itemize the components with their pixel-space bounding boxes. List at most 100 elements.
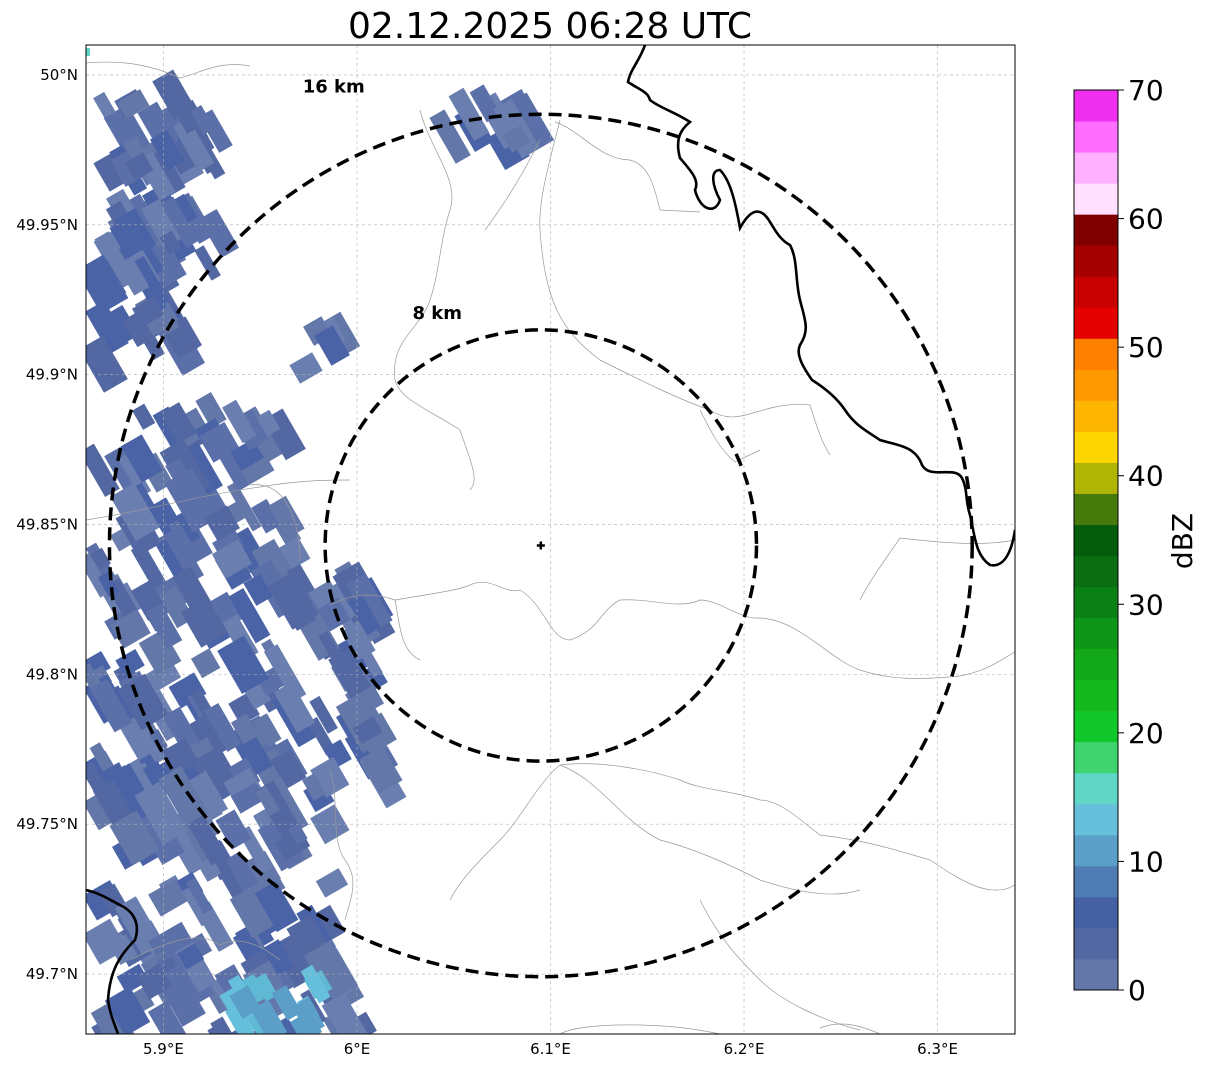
echo-cell: [308, 580, 340, 610]
colorbar-tick-label: 20: [1128, 717, 1164, 750]
echo-cell: [352, 716, 383, 744]
echo-cell: [116, 963, 149, 994]
colorbar-swatch: [1074, 524, 1118, 557]
echo-cell: [183, 808, 228, 866]
country-border: [86, 45, 1015, 1034]
echo-cell: [268, 495, 305, 539]
range-ring-16km: [107, 112, 974, 979]
colorbar-swatch: [1074, 865, 1118, 898]
echo-cell: [318, 631, 347, 671]
echo-cell: [131, 296, 164, 328]
colorbar-label: dBZ: [1166, 513, 1199, 569]
country-border-line: [86, 888, 139, 1034]
echo-cell: [185, 877, 213, 915]
echo-cell: [125, 152, 154, 181]
echo-cell: [194, 245, 221, 281]
colorbar-swatch: [1074, 462, 1118, 494]
colorbar: 0 10 20 30 40 50 60 70 dBZ: [1073, 74, 1199, 1007]
echo-cell: [86, 335, 128, 393]
echo-cell: [300, 964, 331, 1004]
echo-cell: [110, 528, 132, 552]
echo-cell: [97, 571, 120, 598]
latitude-ticks: 50°N 49.95°N 49.9°N 49.85°N 49.8°N 49.75°N 49.…: [16, 66, 78, 983]
admin-border: [449, 764, 561, 901]
colorbar-swatch: [1074, 214, 1118, 246]
country-border-line: [626, 45, 1015, 567]
echo-cell: [176, 510, 201, 543]
echo-cell: [211, 539, 253, 579]
echo-cell: [253, 713, 282, 747]
map-area: 8 km 16 km 5.9°E 6°E 6.1°E 6.2°E 6.3°E 50°N 49…: [16, 44, 1016, 1058]
echo-cell: [86, 792, 117, 831]
colorbar-ticks: 0 10 20 30 40 50 60 70: [1118, 74, 1164, 1007]
lat-tick-label: 50°N: [40, 66, 78, 84]
colorbar-swatch: [1074, 555, 1118, 588]
lon-tick-label: 6.2°E: [724, 1040, 765, 1058]
echo-cell: [290, 1015, 312, 1034]
echo-cell: [134, 255, 170, 307]
colorbar-swatch: [1074, 431, 1118, 463]
echo-cell: [321, 992, 373, 1034]
echo-cell: [263, 644, 307, 702]
echo-cell: [171, 566, 212, 614]
lon-tick-label: 6°E: [344, 1040, 371, 1058]
echo-cell: [86, 918, 128, 965]
echo-cell: [255, 785, 280, 817]
colorbar-tick-label: 60: [1128, 203, 1164, 236]
admin-border: [539, 119, 561, 231]
echo-cell: [250, 999, 288, 1034]
echo-cell: [86, 254, 129, 314]
echo-cell: [144, 659, 182, 693]
echo-cell: [152, 69, 196, 120]
echo-cell: [314, 325, 350, 366]
admin-border: [394, 599, 421, 661]
echo-cell: [150, 129, 185, 171]
echo-cell: [158, 765, 209, 826]
echo-cell: [209, 591, 240, 623]
colorbar-swatch: [1074, 493, 1118, 525]
radar-echoes: [86, 48, 555, 1034]
echo-cell: [136, 963, 173, 1000]
echo-cell: [145, 240, 187, 288]
echo-cell: [270, 749, 307, 789]
echo-cell: [115, 648, 145, 677]
lat-tick-label: 49.95°N: [16, 216, 78, 234]
echo-cell: [148, 879, 188, 917]
lat-tick-label: 49.85°N: [16, 516, 78, 534]
colorbar-swatch: [1074, 896, 1118, 929]
echo-cell: [176, 108, 199, 134]
colorbar-swatch: [1074, 307, 1118, 339]
admin-border: [329, 769, 354, 921]
colorbar-swatch: [1074, 679, 1118, 712]
echo-cell: [90, 547, 112, 571]
echo-cell: [91, 1021, 120, 1034]
echo-cell: [240, 973, 268, 1005]
echo-cell: [251, 538, 294, 586]
echo-cell: [132, 403, 156, 430]
admin-borders: [86, 61, 1015, 1034]
range-ring-label: 16 km: [303, 77, 365, 98]
range-ring-label: 8 km: [413, 303, 463, 324]
echo-cell: [301, 773, 326, 801]
echo-cell: [159, 230, 182, 255]
map-title: 02.12.2025 06:28 UTC: [348, 6, 752, 47]
echo-cell: [230, 713, 260, 745]
echo-cell: [469, 84, 501, 123]
echo-cell: [190, 648, 221, 679]
admin-border: [539, 229, 831, 456]
colorbar-swatch: [1074, 803, 1118, 836]
colorbar-tick-label: 50: [1128, 331, 1164, 364]
echo-cell: [310, 804, 350, 845]
colorbar-swatch: [1074, 276, 1118, 308]
colorbar-frame: [1073, 89, 1119, 991]
lat-tick-label: 49.7°N: [26, 965, 78, 983]
echo-cell: [86, 761, 108, 795]
echo-cell: [145, 603, 183, 650]
echo-cell: [273, 681, 315, 733]
echo-cell: [228, 587, 271, 644]
lon-tick-label: 6.1°E: [530, 1040, 571, 1058]
echo-cell: [86, 48, 90, 56]
echo-cell: [134, 781, 188, 845]
echo-cell: [275, 970, 295, 993]
echo-cell: [217, 635, 270, 694]
